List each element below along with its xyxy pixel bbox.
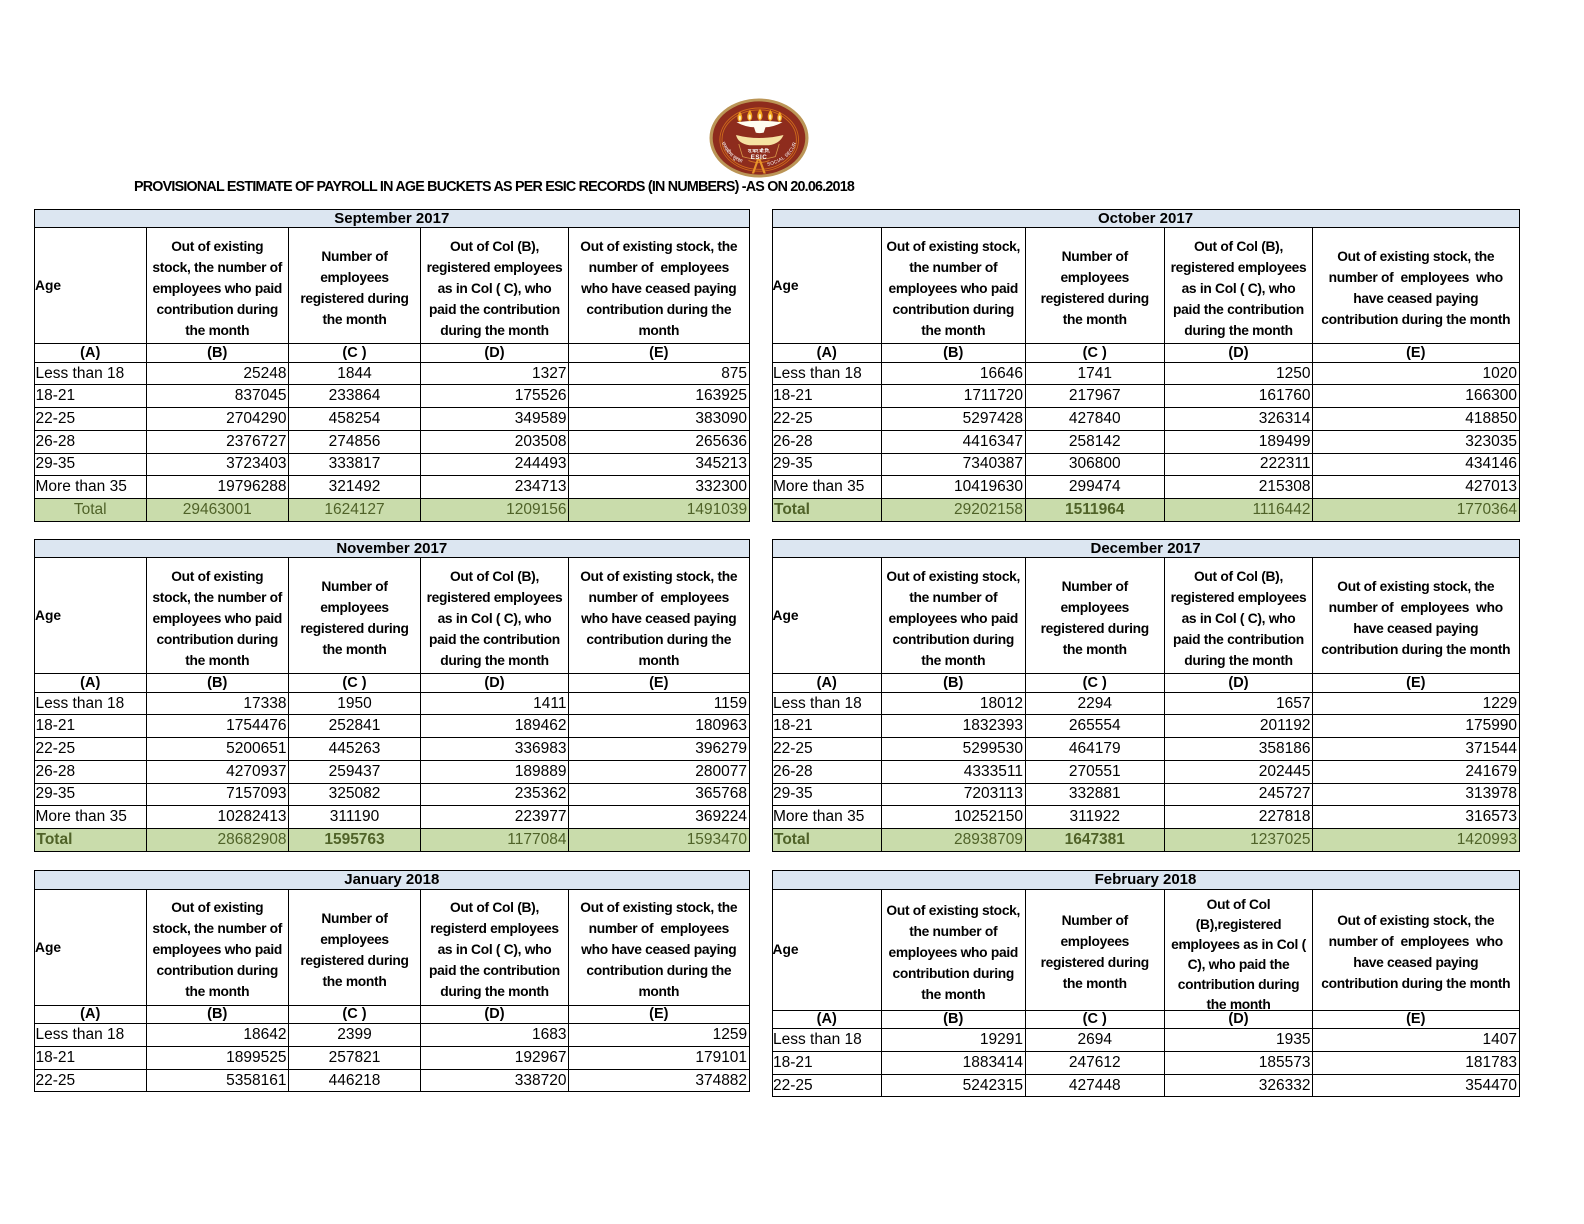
svg-text:रा.कर.बी.नि.: रा.कर.बी.नि.	[747, 148, 770, 155]
svg-text:ESIC: ESIC	[751, 154, 767, 161]
